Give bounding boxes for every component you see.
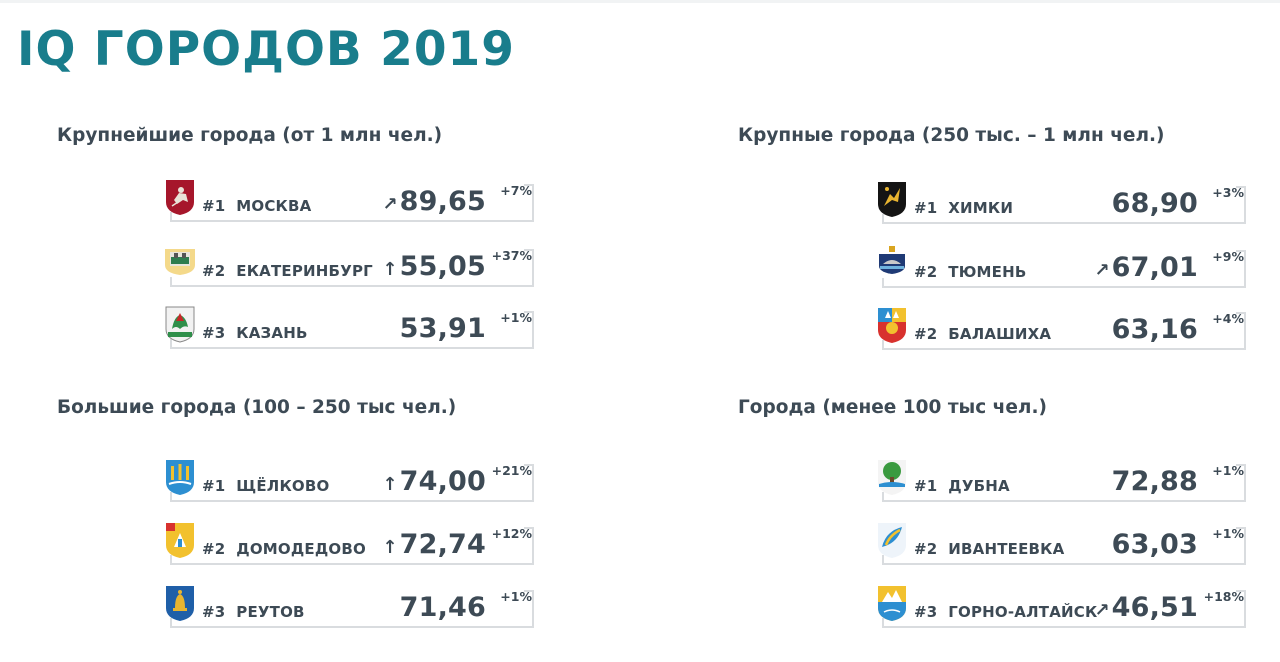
gorno-altaysk-crest-icon bbox=[878, 586, 906, 621]
iq-score: 55,05 bbox=[399, 251, 486, 282]
city-label: #1 МОСКВА bbox=[202, 197, 312, 215]
score-change: +37% bbox=[491, 248, 532, 263]
city-label: #1 ХИМКИ bbox=[914, 199, 1014, 217]
iq-score: 74,00 bbox=[399, 466, 486, 497]
iq-score: 67,01 bbox=[1111, 252, 1198, 283]
balashikha-crest-icon bbox=[878, 308, 906, 343]
section-title-big: Большие города (100 – 250 тыс чел.) bbox=[57, 397, 457, 418]
score-change: +7% bbox=[500, 183, 532, 198]
city-label: #1 ДУБНА bbox=[914, 477, 1010, 495]
trend-arrow-icon: ↑ bbox=[382, 537, 398, 558]
ranking-row: #3 КАЗАНЬ 53,91 +1% bbox=[164, 305, 534, 349]
city-label: #3 РЕУТОВ bbox=[202, 603, 305, 621]
ranking-row: #1 ЩЁЛКОВО ↑ 74,00 +21% bbox=[164, 458, 534, 502]
city-label: #1 ЩЁЛКОВО bbox=[202, 477, 330, 495]
city-label: #2 ДОМОДЕДОВО bbox=[202, 540, 366, 558]
ivanteevka-crest-icon bbox=[878, 523, 906, 558]
tyumen-crest-icon bbox=[879, 246, 905, 274]
city-label: #2 ИВАНТЕЕВКА bbox=[914, 540, 1065, 558]
iq-score: 72,74 bbox=[399, 529, 486, 560]
section-title-largest: Крупнейшие города (от 1 млн чел.) bbox=[57, 125, 443, 146]
score-change: +18% bbox=[1203, 589, 1244, 604]
ranking-row: #1 ХИМКИ 68,90 +3% bbox=[876, 180, 1246, 224]
iq-score: 46,51 bbox=[1111, 592, 1198, 623]
city-label: #2 БАЛАШИХА bbox=[914, 325, 1052, 343]
score-change: +21% bbox=[491, 463, 532, 478]
iq-score: 89,65 bbox=[399, 186, 486, 217]
section-title-small: Города (менее 100 тыс чел.) bbox=[738, 397, 1047, 418]
trend-arrow-icon: ↗ bbox=[1094, 260, 1110, 281]
trend-arrow-icon: ↗ bbox=[382, 194, 398, 215]
khimki-crest-icon bbox=[878, 182, 906, 217]
domodedovo-crest-icon bbox=[166, 523, 194, 558]
score-change: +9% bbox=[1212, 249, 1244, 264]
top-divider bbox=[0, 0, 1280, 3]
section-title-large: Крупные города (250 тыс. – 1 млн чел.) bbox=[738, 125, 1165, 146]
city-label: #2 ЕКАТЕРИНБУРГ bbox=[202, 262, 373, 280]
ranking-row: #2 ЕКАТЕРИНБУРГ ↑ 55,05 +37% bbox=[164, 243, 534, 287]
score-change: +1% bbox=[500, 589, 532, 604]
page-title: IQ ГОРОДОВ 2019 bbox=[17, 22, 515, 77]
iq-score: 63,16 bbox=[1111, 314, 1198, 345]
score-change: +4% bbox=[1212, 311, 1244, 326]
iq-score: 72,88 bbox=[1111, 466, 1198, 497]
city-label: #3 ГОРНО-АЛТАЙСК bbox=[914, 603, 1098, 621]
ranking-row: #1 ДУБНА 72,88 +1% bbox=[876, 458, 1246, 502]
city-label: #3 КАЗАНЬ bbox=[202, 324, 308, 342]
ranking-row: #2 БАЛАШИХА 63,16 +4% bbox=[876, 306, 1246, 350]
trend-arrow-icon: ↗ bbox=[1094, 600, 1110, 621]
ranking-row: #2 ДОМОДЕДОВО ↑ 72,74 +12% bbox=[164, 521, 534, 565]
iq-score: 63,03 bbox=[1111, 529, 1198, 560]
shchyolkovo-crest-icon bbox=[166, 460, 194, 495]
dubna-crest-icon bbox=[878, 460, 906, 495]
ranking-row: #3 РЕУТОВ 71,46 +1% bbox=[164, 584, 534, 628]
reutov-crest-icon bbox=[166, 586, 194, 621]
trend-arrow-icon: ↑ bbox=[382, 259, 398, 280]
ranking-row: #3 ГОРНО-АЛТАЙСК ↗ 46,51 +18% bbox=[876, 584, 1246, 628]
iq-score: 68,90 bbox=[1111, 188, 1198, 219]
yekaterinburg-crest-icon bbox=[165, 249, 195, 275]
score-change: +1% bbox=[500, 310, 532, 325]
ranking-row: #2 ИВАНТЕЕВКА 63,03 +1% bbox=[876, 521, 1246, 565]
iq-score: 53,91 bbox=[399, 313, 486, 344]
score-change: +1% bbox=[1212, 526, 1244, 541]
score-change: +1% bbox=[1212, 463, 1244, 478]
score-change: +12% bbox=[491, 526, 532, 541]
ranking-row: #1 МОСКВА ↗ 89,65 +7% bbox=[164, 178, 534, 222]
score-change: +3% bbox=[1212, 185, 1244, 200]
ranking-row: #2 ТЮМЕНЬ ↗ 67,01 +9% bbox=[876, 244, 1246, 288]
moscow-crest-icon bbox=[166, 180, 194, 215]
trend-arrow-icon: ↑ bbox=[382, 474, 398, 495]
kazan-crest-icon bbox=[165, 306, 195, 343]
city-label: #2 ТЮМЕНЬ bbox=[914, 263, 1027, 281]
iq-score: 71,46 bbox=[399, 592, 486, 623]
